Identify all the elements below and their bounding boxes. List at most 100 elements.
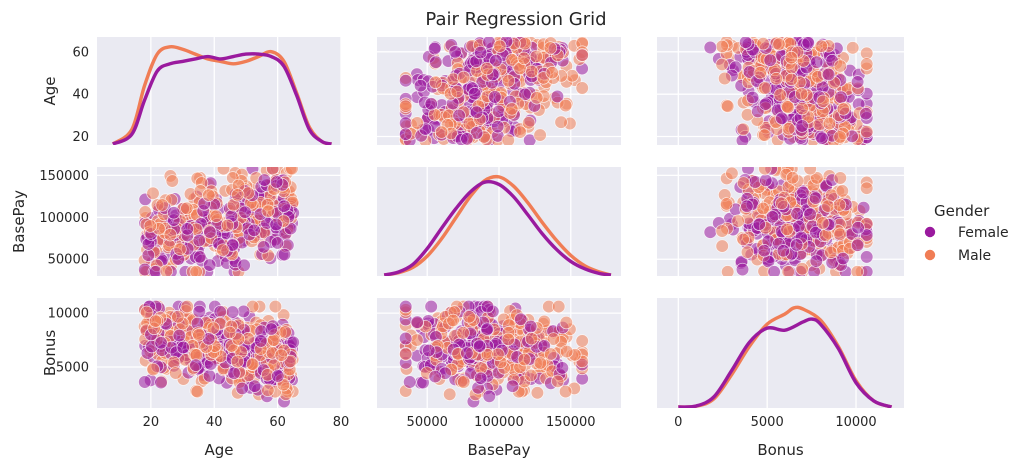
scatter-point-female xyxy=(167,206,181,220)
scatter-point-female xyxy=(460,346,474,360)
scatter-point-female xyxy=(141,248,156,262)
scatter-point-male xyxy=(192,328,206,342)
scatter-point-female xyxy=(757,244,771,258)
panel-content xyxy=(137,299,300,408)
legend: Gender Female Male xyxy=(924,202,1009,264)
panel-content xyxy=(678,305,893,408)
scatter-point-male xyxy=(283,354,297,369)
scatter-point-female xyxy=(850,75,865,89)
scatter-point-female xyxy=(735,133,750,145)
scatter-point-male xyxy=(443,387,457,401)
scatter-point-female xyxy=(399,331,413,346)
scatter-point-female xyxy=(257,173,272,187)
scatter-point-male xyxy=(773,88,787,102)
scatter-point-male xyxy=(434,125,449,139)
scatter-point-male xyxy=(146,362,160,377)
xtick-label-bonus: 5000 xyxy=(751,415,784,430)
scatter-point-female xyxy=(227,366,241,380)
scatter-point-female xyxy=(257,240,271,254)
scatter-point-male xyxy=(821,199,835,213)
scatter-point-male xyxy=(715,39,729,54)
scatter-point-male xyxy=(715,239,729,253)
scatter-point-female xyxy=(821,67,836,82)
scatter-point-female xyxy=(741,167,755,176)
scatter-point-female xyxy=(286,335,300,349)
scatter-point-male xyxy=(758,167,772,176)
scatter-point-male xyxy=(173,242,187,256)
scatter-point-male xyxy=(785,171,800,185)
scatter-point-male xyxy=(493,39,507,53)
scatter-point-male xyxy=(457,70,471,85)
scatter-point-male xyxy=(480,61,494,76)
ytick-label-age: 20 xyxy=(72,130,89,145)
scatter-point-male xyxy=(140,305,154,319)
scatter-point-male xyxy=(524,332,539,346)
scatter-point-male xyxy=(558,98,573,113)
scatter-point-female xyxy=(176,340,190,355)
panel-age-vs-age xyxy=(97,37,342,145)
scatter-point-male xyxy=(551,374,565,388)
scatter-point-male xyxy=(824,245,838,259)
scatter-point-male xyxy=(846,41,860,55)
scatter-point-male xyxy=(814,39,828,53)
scatter-point-male xyxy=(462,310,476,324)
panels-layer xyxy=(97,37,904,408)
scatter-point-male xyxy=(836,102,851,116)
scatter-point-male xyxy=(529,49,543,64)
scatter-point-male xyxy=(180,299,194,314)
scatter-point-female xyxy=(277,199,291,213)
scatter-point-male xyxy=(530,91,544,105)
scatter-point-female xyxy=(763,53,777,67)
panel-bonus-vs-age xyxy=(97,298,342,408)
scatter-point-female xyxy=(480,322,494,336)
scatter-point-male xyxy=(822,116,837,131)
scatter-point-male xyxy=(554,115,568,129)
scatter-point-female xyxy=(399,299,413,314)
scatter-point-male xyxy=(552,299,566,314)
scatter-point-male xyxy=(143,219,157,233)
scatter-point-male xyxy=(530,386,545,400)
scatter-point-male xyxy=(860,57,874,71)
scatter-point-male xyxy=(513,125,527,139)
scatter-point-male xyxy=(810,171,824,185)
scatter-point-male xyxy=(781,100,795,114)
panel-basepay-vs-bonus xyxy=(657,167,904,276)
scatter-point-male xyxy=(860,181,874,195)
scatter-point-male xyxy=(756,37,770,51)
scatter-point-female xyxy=(807,265,821,276)
scatter-point-female xyxy=(254,334,268,348)
scatter-point-male xyxy=(223,325,237,340)
panel-age-vs-basepay xyxy=(377,37,621,145)
scatter-point-male xyxy=(505,102,519,116)
scatter-point-female xyxy=(740,199,754,213)
scatter-point-male xyxy=(399,347,413,361)
scatter-point-female xyxy=(491,120,505,134)
scatter-point-male xyxy=(457,375,471,389)
scatter-point-male xyxy=(202,188,216,202)
scatter-point-female xyxy=(428,41,442,56)
scatter-point-male xyxy=(159,264,173,276)
scatter-point-female xyxy=(429,55,443,69)
panel-content xyxy=(111,44,332,145)
ytick-label-age: 60 xyxy=(72,45,89,60)
scatter-point-male xyxy=(428,75,443,89)
scatter-point-male xyxy=(155,198,169,212)
xtick-label-age: 80 xyxy=(333,415,350,430)
scatter-point-female xyxy=(192,304,206,319)
scatter-point-female xyxy=(505,379,520,393)
scatter-point-female xyxy=(808,191,823,205)
scatter-point-female xyxy=(834,90,848,104)
scatter-point-female xyxy=(225,305,240,319)
legend-title: Gender xyxy=(934,202,990,220)
scatter-point-female xyxy=(237,258,251,272)
scatter-point-male xyxy=(718,71,732,86)
xtick-label-bonus: 0 xyxy=(674,415,682,430)
scatter-point-male xyxy=(715,57,729,72)
scatter-point-male xyxy=(533,128,547,142)
scatter-point-male xyxy=(146,186,160,200)
scatter-point-female xyxy=(277,247,292,262)
scatter-point-female xyxy=(482,389,496,403)
scatter-point-male xyxy=(780,222,794,236)
